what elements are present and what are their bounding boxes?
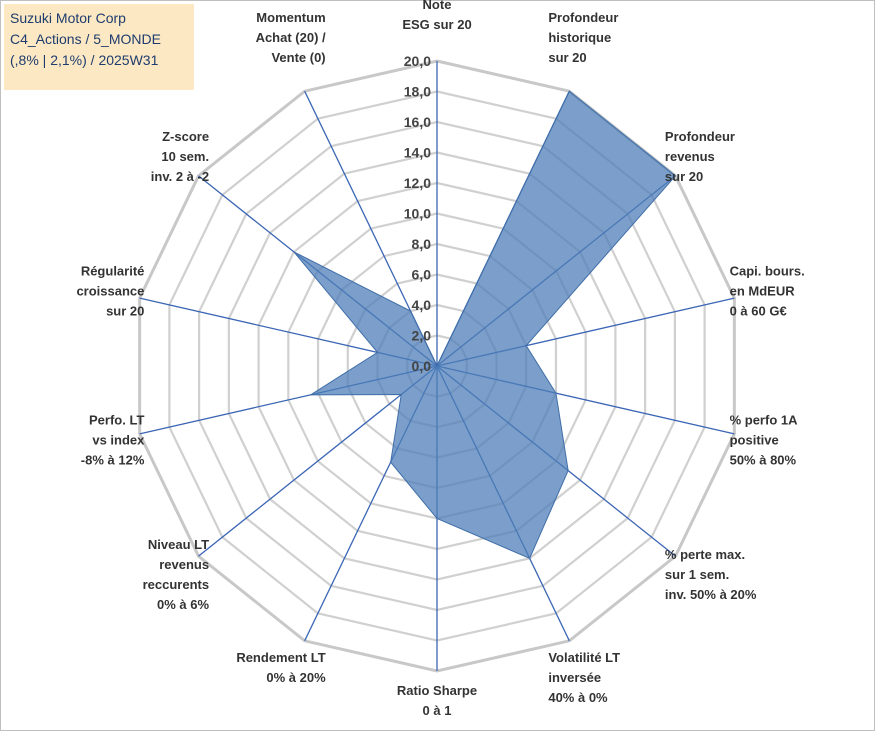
radial-tick-label: 2,0: [412, 328, 432, 344]
axis-label-group: Rendement LT 0% à 20%: [236, 650, 326, 685]
axis-label-line: 0% à 6%: [157, 597, 209, 612]
axis-label-group: Z-score 10 sem. inv. 2 à -2: [151, 129, 209, 184]
axis-label-group: Capi. bours. en MdEUR 0 à 60 G€: [730, 263, 805, 318]
radial-tick-label: 6,0: [412, 267, 432, 283]
axis-label-line: Niveau LT: [148, 537, 209, 552]
radial-tick-label: 8,0: [412, 236, 432, 252]
axis-label-line: 0 à 60 G€: [730, 303, 787, 318]
axis-label-line: positive: [730, 433, 779, 448]
axis-label-line: Ratio Sharpe: [397, 683, 477, 698]
axis-label-line: en MdEUR: [730, 283, 796, 298]
axis-label-line: sur 20: [106, 303, 144, 318]
axis-label-line: vs index: [92, 433, 145, 448]
axis-label-group: % perte max. sur 1 sem. inv. 50% à 20%: [665, 547, 757, 602]
axis-label-group: Volatilité LT inversée 40% à 0%: [548, 650, 620, 705]
axis-label-line: -8% à 12%: [81, 453, 145, 468]
axis-label-line: % perfo 1A: [730, 413, 799, 428]
axis-label-line: Volatilité LT: [548, 650, 620, 665]
radial-tick-label: 10,0: [404, 206, 431, 222]
axis-label-line: historique: [548, 30, 611, 45]
chart-title-line-2: C4_Actions / 5_MONDE: [10, 31, 161, 47]
axis-label-line: 0 à 1: [423, 703, 452, 718]
axis-label-line: inv. 50% à 20%: [665, 587, 757, 602]
axis-label-line: Momentum: [256, 10, 325, 25]
axis-label-group: Régularité croissance sur 20: [76, 263, 144, 318]
axis-label-group: Profondeur historique sur 20: [548, 10, 618, 65]
axis-labels: Note ESG sur 20 Profondeur historique sur 20…: [76, 0, 804, 718]
axis-label-group: % perfo 1A positive 50% à 80%: [730, 413, 799, 468]
axis-label-group: Perfo. LT vs index -8% à 12%: [81, 413, 145, 468]
axis-label-line: 40% à 0%: [548, 690, 608, 705]
axis-label-line: ESG sur 20: [402, 17, 471, 32]
chart-title-box: Suzuki Motor Corp C4_Actions / 5_MONDE (…: [4, 4, 194, 90]
axis-label-line: Perfo. LT: [89, 413, 144, 428]
axis-label-line: revenus: [665, 149, 715, 164]
radial-tick-label: 0,0: [412, 358, 432, 374]
axis-label-line: Capi. bours.: [730, 263, 805, 278]
axis-label-line: 50% à 80%: [730, 453, 797, 468]
radial-tick-labels: 0,0 2,0 4,0 6,0 8,0 10,0 12,0 14,0 16,0 18,0 20,0: [404, 53, 431, 374]
chart-title-line-3: (,8% | 2,1%) / 2025W31: [10, 52, 159, 68]
axis-label-line: sur 1 sem.: [665, 567, 729, 582]
axis-label-line: % perte max.: [665, 547, 745, 562]
axis-label-line: 0% à 20%: [266, 670, 326, 685]
axis-label-line: Profondeur: [548, 10, 618, 25]
axis-label-line: inv. 2 à -2: [151, 169, 209, 184]
radial-tick-label: 12,0: [404, 175, 431, 191]
axis-label-line: Z-score: [162, 129, 209, 144]
radial-tick-label: 18,0: [404, 84, 431, 100]
axis-label-line: inversée: [548, 670, 601, 685]
radial-tick-label: 20,0: [404, 53, 431, 69]
axis-label-line: reccurents: [143, 577, 209, 592]
axis-label-line: Profondeur: [665, 129, 735, 144]
axis-label-line: sur 20: [548, 50, 586, 65]
axis-label-line: revenus: [159, 557, 209, 572]
axis-label-line: sur 20: [665, 169, 703, 184]
axis-label-line: croissance: [76, 283, 144, 298]
axis-label-line: Vente (0): [271, 50, 325, 65]
radial-tick-label: 4,0: [412, 297, 432, 313]
axis-label-line: 10 sem.: [161, 149, 209, 164]
chart-title-line-1: Suzuki Motor Corp: [10, 10, 126, 26]
radar-spoke: [198, 365, 438, 557]
axis-label-group: Momentum Achat (20) / Vente (0): [256, 10, 326, 65]
axis-label-line: Rendement LT: [236, 650, 325, 665]
axis-label-group: Profondeur revenus sur 20: [665, 129, 735, 184]
radar-series-area: [293, 90, 677, 560]
axis-label-group: Note ESG sur 20: [402, 0, 471, 32]
radar-series: [293, 90, 677, 560]
axis-label-group: Niveau LT revenus reccurents 0% à 6%: [143, 537, 210, 612]
axis-label-line: Note: [423, 0, 452, 12]
radial-tick-label: 16,0: [404, 114, 431, 130]
axis-label-line: Achat (20) /: [256, 30, 326, 45]
radial-tick-label: 14,0: [404, 145, 431, 161]
axis-label-line: Régularité: [81, 263, 145, 278]
axis-label-group: Ratio Sharpe 0 à 1: [397, 683, 477, 718]
